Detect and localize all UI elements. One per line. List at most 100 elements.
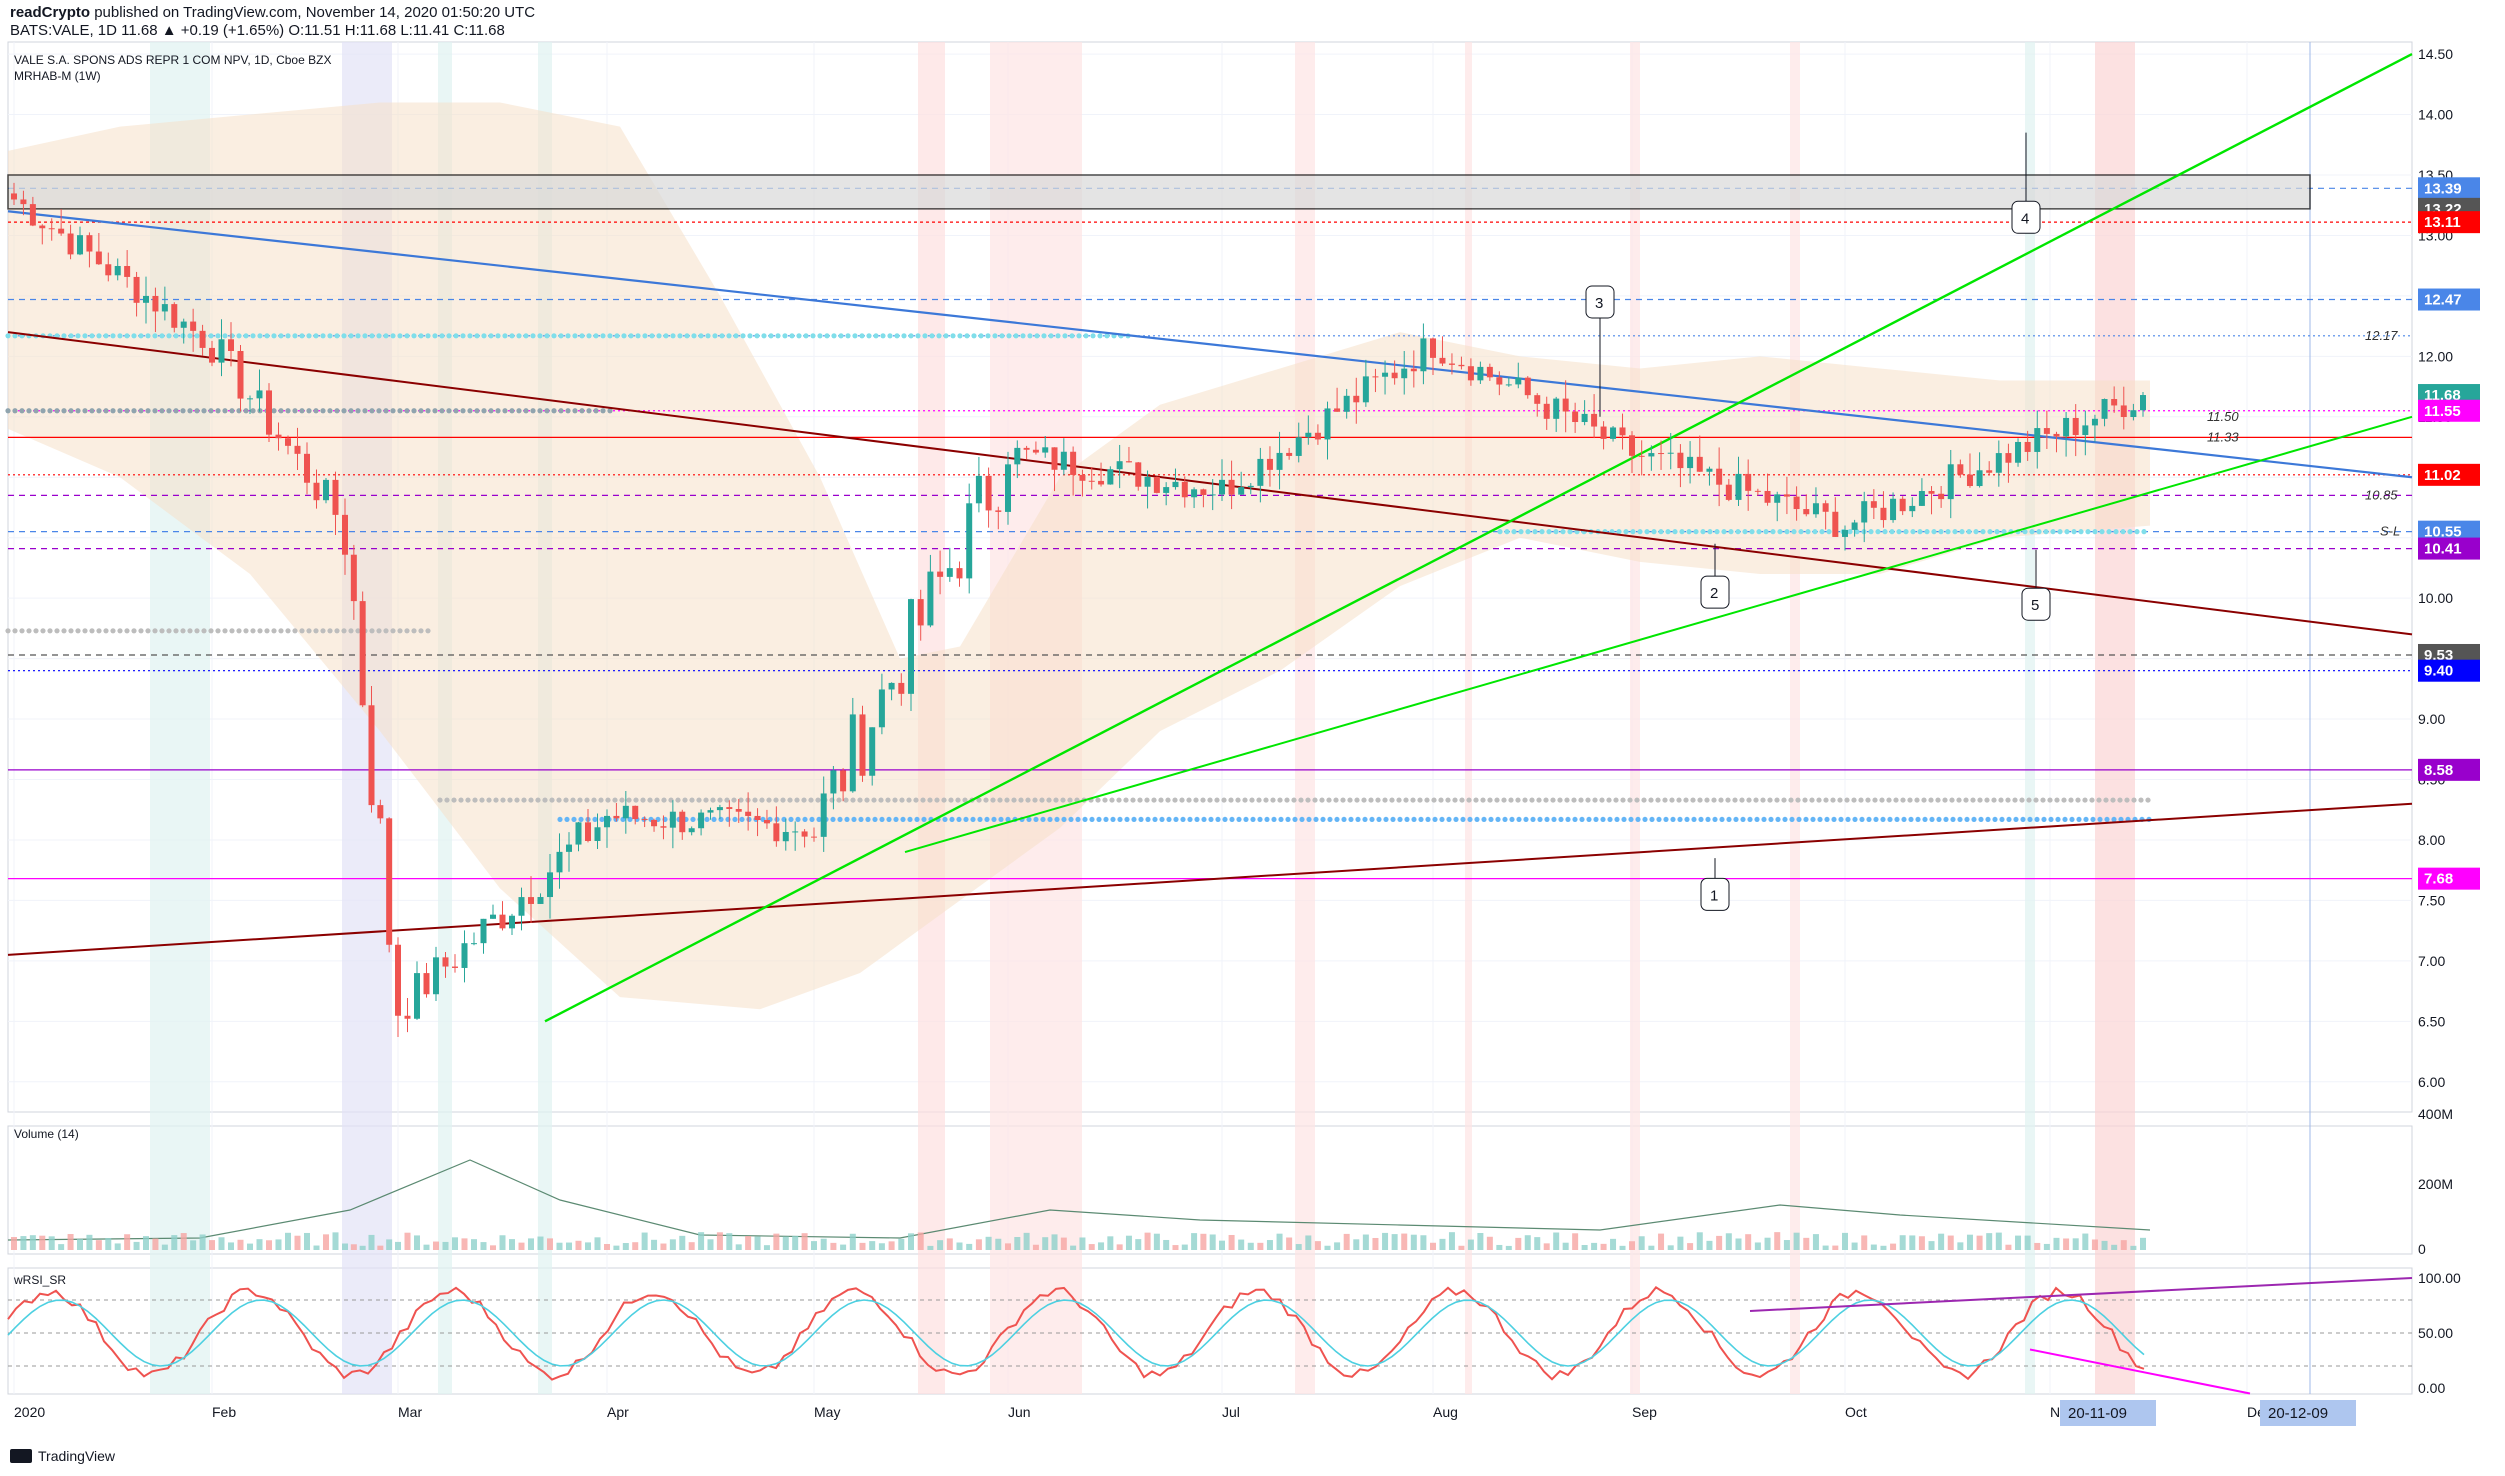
grey-dot-level: [124, 408, 130, 414]
blue-dot-level: [704, 816, 710, 823]
grey-dot-level: [446, 408, 452, 414]
grey-dot-level: [1347, 797, 1353, 803]
blue-dot-level: [1348, 816, 1354, 823]
cyan-dot-level: [1055, 333, 1061, 339]
candle-body: [1042, 447, 1049, 453]
candle: [1382, 360, 1389, 395]
grey-dot-level: [1396, 797, 1402, 803]
grey-dot-level: [906, 797, 912, 803]
cyan-dot-level: [404, 333, 410, 339]
grey-dot-level: [836, 797, 842, 803]
grey-dot-level: [341, 408, 347, 414]
grey-dot-level: [1844, 797, 1850, 803]
candle-body: [1088, 480, 1095, 482]
y-tick-label: 9.00: [2418, 711, 2445, 727]
candle: [1477, 361, 1484, 384]
candle-body: [547, 872, 553, 898]
grey-dot-level: [110, 408, 116, 414]
grey-dot-level: [194, 628, 200, 634]
volume-bar: [707, 1239, 714, 1250]
blue-dot-level: [1985, 816, 1991, 823]
cyan-dot-level: [68, 333, 74, 339]
blue-dot-level: [1089, 816, 1095, 823]
volume-bar: [209, 1240, 215, 1250]
grey-dot-level: [250, 408, 256, 414]
volume-bar: [414, 1235, 420, 1250]
volume-bar: [1735, 1238, 1742, 1250]
author-name[interactable]: readCrypto: [10, 4, 91, 21]
volume-bar: [1842, 1232, 1848, 1250]
cyan-dot-level: [1693, 529, 1699, 535]
grey-dot-level: [110, 628, 116, 634]
cyan-dot-level: [453, 333, 459, 339]
candle-body: [1562, 398, 1569, 412]
volume-bar: [368, 1234, 375, 1250]
candle-body: [528, 897, 534, 904]
price-tag-box: [2418, 399, 2480, 422]
volume-bar: [1486, 1236, 1493, 1250]
candle-body: [1266, 458, 1273, 470]
grey-dot-level: [1746, 797, 1752, 803]
candle-body: [1928, 491, 1935, 494]
candle-body: [622, 805, 629, 819]
grey-dot-level: [1242, 797, 1248, 803]
volume-bar: [48, 1236, 55, 1250]
blue-dot-level: [1684, 816, 1690, 823]
candle: [442, 952, 449, 978]
grey-dot-level: [418, 408, 424, 414]
candle: [461, 930, 468, 983]
grey-dot-level: [145, 408, 151, 414]
volume-bar: [917, 1232, 924, 1250]
cyan-dot-level: [75, 333, 81, 339]
cyan-dot-level: [1784, 529, 1790, 535]
candle: [547, 854, 553, 919]
grey-dot-level: [724, 797, 730, 803]
grey-dot-level: [355, 408, 361, 414]
cyan-dot-level: [495, 333, 501, 339]
candle-body: [1505, 384, 1512, 386]
volume-bar: [1667, 1245, 1674, 1250]
volume-bar: [1505, 1245, 1512, 1250]
volume-bar: [1098, 1242, 1105, 1250]
blue-dot-level: [1929, 816, 1935, 823]
candle: [698, 809, 705, 836]
grey-dot-level: [507, 797, 513, 803]
candle: [1524, 376, 1531, 399]
candle: [1600, 421, 1607, 450]
candle: [237, 344, 244, 412]
blue-dot-level: [1068, 816, 1074, 823]
cyan-dot-level: [530, 333, 536, 339]
blue-dot-level: [2111, 816, 2117, 823]
candle: [1899, 496, 1906, 516]
grey-dot-level: [124, 628, 130, 634]
blue-dot-level: [1040, 816, 1046, 823]
volume-bar: [1191, 1233, 1198, 1250]
volume-bar: [39, 1235, 46, 1250]
blue-dot-level: [1446, 816, 1452, 823]
volume-bar: [956, 1242, 963, 1250]
cyan-dot-level: [1924, 529, 1930, 535]
blue-dot-level: [1747, 816, 1753, 823]
grey-dot-level: [89, 628, 95, 634]
grey-dot-level: [521, 797, 527, 803]
candle: [594, 813, 601, 850]
candle: [1286, 447, 1293, 460]
cyan-dot-level: [152, 333, 158, 339]
blue-dot-level: [1698, 816, 1704, 823]
candle: [1448, 353, 1455, 375]
volume-bar: [490, 1245, 496, 1250]
rsi-y-label: 0.00: [2418, 1380, 2445, 1396]
candle: [1032, 441, 1039, 455]
candle-body: [266, 390, 272, 435]
candle-body: [966, 503, 973, 579]
candle-body: [58, 228, 65, 234]
grey-dot-level: [299, 628, 305, 634]
candle-body: [1005, 464, 1011, 512]
blue-dot-level: [1838, 816, 1844, 823]
tradingview-footer[interactable]: TradingView: [10, 1448, 115, 1464]
grey-dot-level: [383, 628, 389, 634]
blue-dot-level: [1726, 816, 1732, 823]
grey-dot-level: [173, 628, 179, 634]
blue-dot-level: [1306, 816, 1312, 823]
